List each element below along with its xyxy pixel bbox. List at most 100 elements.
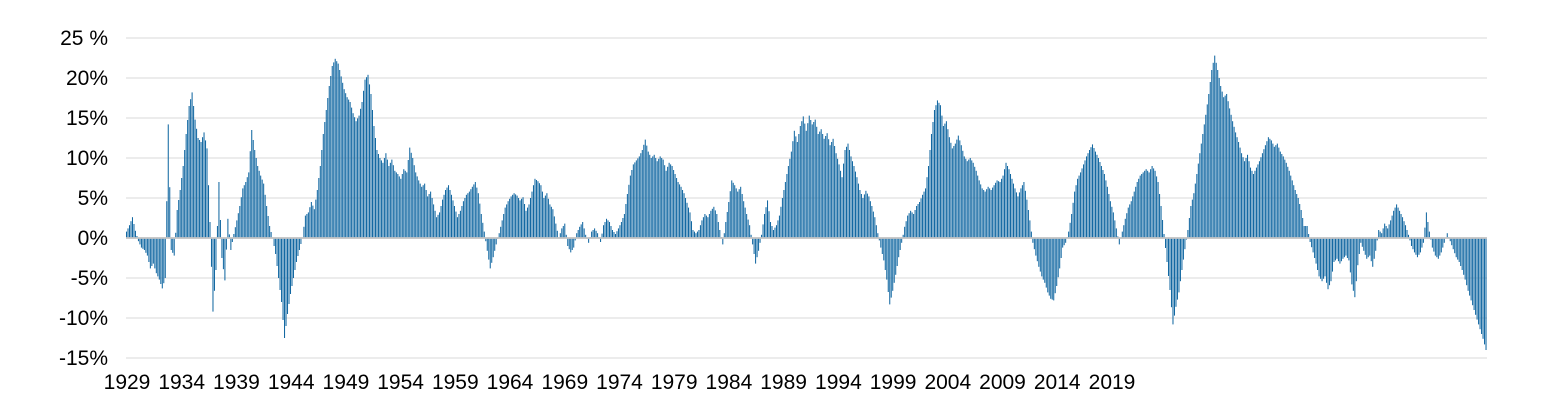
bar [175,232,177,238]
bar [1306,226,1308,238]
bar [1267,137,1269,238]
bar [1167,238,1170,276]
bar [631,170,633,238]
x-axis-tick-label: 2009 [979,371,1026,394]
bar [619,225,621,238]
bar [540,185,542,238]
bar [360,108,362,238]
bar [510,196,512,238]
bar [975,170,977,238]
bar [549,204,551,238]
bar [1370,238,1372,262]
bar [1041,238,1043,277]
bar [1193,193,1195,238]
bar [1017,196,1019,238]
bar [726,212,728,238]
bar [245,182,247,238]
bar [216,226,218,238]
bar [1446,233,1448,238]
bar [863,194,865,238]
bar [848,150,851,238]
bar [1056,238,1058,286]
bar [267,216,269,238]
bar [644,139,646,238]
bar [634,162,636,238]
x-axis-tick-label: 2014 [1034,371,1081,394]
bar [752,238,754,245]
bar [1160,206,1162,238]
bar [600,238,602,242]
bar [1090,147,1092,238]
bar [1141,174,1143,238]
bar [242,188,244,238]
bar [1157,182,1159,238]
bar [1397,207,1399,238]
bar [941,115,943,238]
bar [485,238,487,242]
bar [167,124,169,238]
bar [640,153,642,238]
bar [1402,217,1404,238]
bar [884,238,886,270]
bar [1036,238,1038,262]
bar [282,238,284,320]
bar [1270,140,1272,238]
bar [805,130,807,238]
x-axis-tick-label: 1934 [158,371,205,394]
bar [486,238,488,251]
bar [1109,201,1111,238]
bar [939,105,941,238]
bar [811,124,813,238]
bar [152,238,154,264]
bar [202,137,204,238]
bar [689,212,691,238]
bar [1208,94,1210,238]
bar [1072,202,1074,238]
bar [1258,161,1260,238]
bar [416,176,418,238]
bar [1254,170,1256,238]
bar [348,99,350,238]
bar [224,238,226,281]
bar [215,238,217,270]
bar [671,166,673,238]
bar [506,204,508,238]
bar [738,189,740,238]
bar [1232,121,1234,238]
bar [447,185,450,238]
bar [528,204,530,238]
bar [157,238,159,277]
bar [893,238,895,283]
bar [784,182,786,238]
bar [756,238,758,258]
bar [209,222,211,238]
bar [524,204,526,238]
bar [1045,238,1047,288]
bar [828,139,830,238]
bar [1142,172,1144,238]
bar [1235,132,1237,238]
bar [1470,238,1472,301]
bar [1060,238,1062,258]
bar [206,148,208,238]
bar [787,166,789,238]
bar [368,84,371,239]
bar [425,190,427,238]
bar [769,222,772,238]
bar [1096,154,1098,238]
bar [831,142,833,238]
bar [182,166,184,238]
bar [1187,230,1189,238]
bar [626,194,628,238]
bar [403,169,405,238]
bar [1138,178,1140,238]
bar [841,177,843,238]
bar [922,194,924,238]
bar [771,226,773,238]
bar [998,181,1000,238]
bar [716,214,718,238]
x-axis-tick-label: 1969 [541,371,588,394]
bar [1112,212,1114,238]
bar [1407,234,1410,238]
bar [561,228,563,238]
